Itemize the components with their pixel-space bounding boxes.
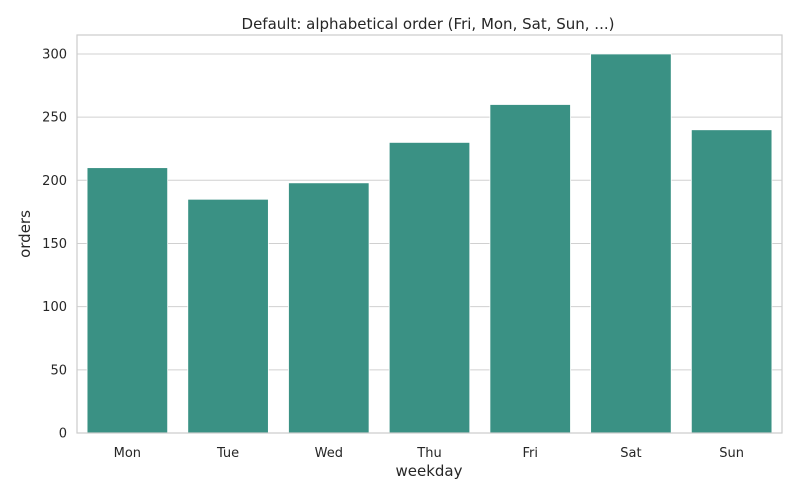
y-axis-label: orders	[16, 210, 34, 258]
y-tick-label: 300	[42, 47, 67, 62]
bar-mon	[86, 167, 169, 434]
bar-sat	[590, 53, 672, 434]
y-tick-label: 100	[42, 300, 67, 315]
y-tick-label: 0	[59, 427, 67, 442]
bar-sun	[690, 129, 773, 434]
x-tick-label: Fri	[522, 446, 538, 461]
y-tick-label: 200	[42, 174, 67, 189]
chart-title: Default: alphabetical order (Fri, Mon, S…	[242, 15, 615, 33]
bar-wed	[288, 182, 370, 434]
x-tick-label: Sat	[620, 446, 641, 461]
x-tick-label: Thu	[416, 446, 441, 461]
x-axis-ticks: Mon Tue Wed Thu Fri Sat Sun	[114, 446, 744, 461]
y-tick-label: 50	[50, 363, 67, 378]
y-tick-label: 150	[42, 237, 67, 252]
y-axis-ticks: 0 50 100 150 200 250 300	[42, 47, 67, 441]
x-tick-label: Tue	[216, 446, 239, 461]
bar-fri	[489, 104, 571, 434]
plot-frame	[76, 34, 783, 434]
bar-tue	[187, 198, 269, 434]
y-tick-label: 250	[42, 111, 67, 126]
x-tick-label: Wed	[315, 446, 343, 461]
x-tick-label: Sun	[719, 446, 744, 461]
bar-thu	[388, 141, 471, 434]
x-tick-label: Mon	[114, 446, 141, 461]
x-axis-label: weekday	[395, 462, 462, 480]
bars	[86, 53, 773, 434]
